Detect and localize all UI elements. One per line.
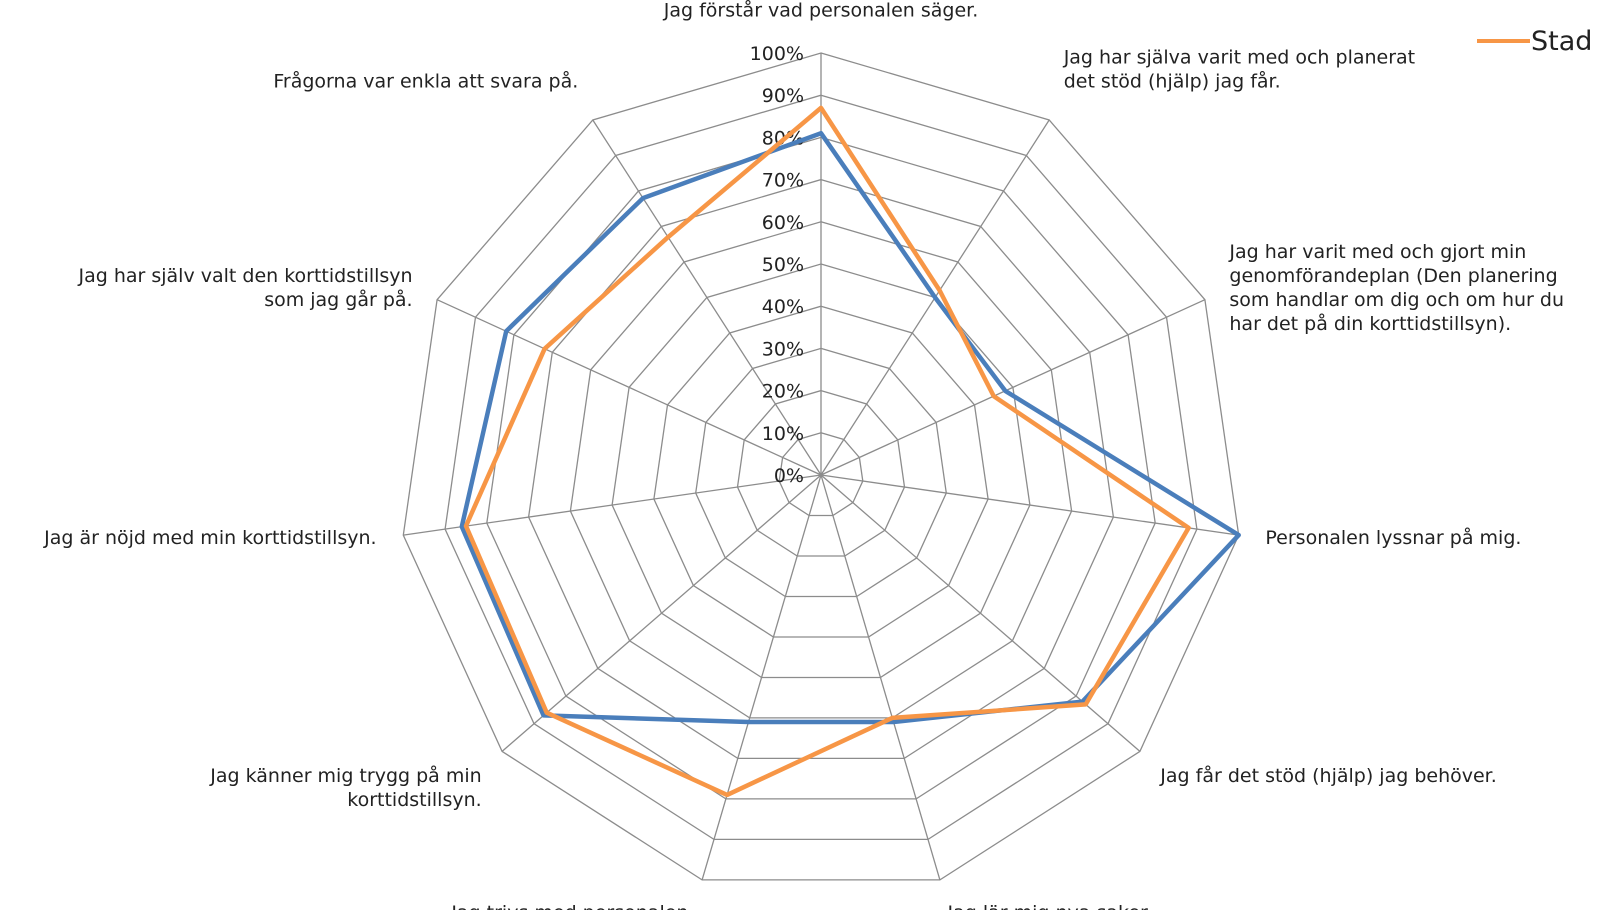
spoke-3	[820, 474, 1239, 536]
category-label-line: har det på din korttidstillsyn).	[1229, 312, 1511, 335]
r-tick-label: 10%	[762, 423, 804, 445]
grid-ring-1	[778, 432, 864, 517]
spoke-8	[403, 474, 822, 536]
spoke-2	[820, 299, 1206, 476]
grid-ring-8	[486, 136, 1156, 800]
r-tick-label: 30%	[762, 338, 804, 360]
category-label-line: som jag går på.	[264, 288, 412, 311]
radar-grid	[402, 52, 1240, 881]
category-label-6: Jag trivs med personalen.	[450, 902, 694, 910]
grid-ring-7	[527, 178, 1115, 760]
category-label-line: Jag har själv valt den korttidstillsyn	[77, 265, 412, 287]
spoke-5	[820, 474, 941, 881]
spoke-7	[501, 474, 822, 752]
grid-ring-9	[444, 94, 1198, 841]
spoke-6	[701, 474, 822, 881]
r-tick-label: 90%	[762, 85, 804, 107]
radial-tick-labels: 0%10%20%30%40%50%60%70%80%90%100%	[750, 43, 804, 487]
category-label-9: Jag har själv valt den korttidstillsyn so…	[77, 265, 412, 311]
r-tick-label: 50%	[762, 254, 804, 276]
category-label-line: Frågorna var enkla att svara på.	[273, 70, 578, 93]
category-label-line: Jag har varit med och gjort min	[1228, 241, 1526, 263]
grid-ring-10	[402, 52, 1240, 881]
category-label-7: Jag känner mig trygg på min korttidstills…	[209, 764, 481, 811]
category-label-4: Jag får det stöd (hjälp) jag behöver.	[1159, 764, 1497, 787]
r-tick-label: 40%	[762, 296, 804, 318]
grid-ring-6	[569, 221, 1073, 719]
spoke-10	[592, 119, 822, 476]
grid-ring-4	[653, 305, 989, 638]
r-tick-label: 0%	[774, 465, 804, 487]
category-label-5: Jag lär mig nya saker.	[947, 902, 1153, 910]
category-label-8: Jag är nöjd med min korttidstillsyn.	[43, 527, 376, 549]
category-label-line: korttidstillsyn.	[347, 789, 481, 811]
series-line-series-1	[459, 130, 1241, 725]
category-label-line: Jag förstår vad personalen säger.	[663, 0, 979, 21]
r-tick-label: 20%	[762, 381, 804, 403]
category-label-line: genomförandeplan (Den planering	[1229, 265, 1557, 287]
legend: Stad	[1477, 26, 1592, 57]
grid-ring-3	[695, 347, 947, 598]
category-label-line: Jag lär mig nya saker.	[947, 902, 1153, 910]
category-label-0: Jag förstår vad personalen säger.	[663, 0, 979, 21]
legend-label-stad: Stad	[1531, 26, 1592, 57]
category-labels: Jag förstår vad personalen säger. Jag har…	[43, 0, 1564, 910]
category-label-line: Jag trivs med personalen.	[450, 902, 694, 910]
category-label-3: Personalen lyssnar på mig.	[1265, 526, 1521, 549]
category-label-1: Jag har själva varit med och planerat det…	[1063, 47, 1415, 93]
category-label-line: Jag är nöjd med min korttidstillsyn.	[43, 527, 376, 549]
category-label-10: Frågorna var enkla att svara på.	[273, 70, 578, 93]
category-label-line: Jag får det stöd (hjälp) jag behöver.	[1159, 764, 1497, 787]
category-label-line: Jag känner mig trygg på min	[209, 764, 481, 787]
category-label-line: det stöd (hjälp) jag får.	[1064, 70, 1281, 93]
category-label-line: som handlar om dig och om hur du	[1229, 289, 1564, 311]
category-label-line: Personalen lyssnar på mig.	[1265, 526, 1521, 549]
series-lines	[459, 105, 1241, 798]
category-label-line: Jag har själva varit med och planerat	[1063, 47, 1415, 69]
category-label-2: Jag har varit med och gjort min genomföra…	[1228, 241, 1564, 335]
spoke-9	[436, 299, 822, 476]
series-line-stad	[463, 105, 1191, 798]
r-tick-label: 70%	[762, 170, 804, 192]
r-tick-label: 100%	[750, 43, 804, 65]
grid-ring-2	[736, 389, 906, 557]
r-tick-label: 60%	[762, 212, 804, 234]
grid-ring-5	[611, 263, 1031, 679]
